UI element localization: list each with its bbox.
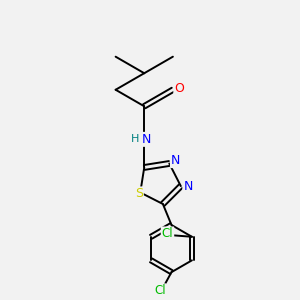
Text: S: S <box>135 188 143 200</box>
Text: N: N <box>142 133 151 146</box>
Text: Cl: Cl <box>154 284 166 297</box>
Text: H: H <box>131 134 139 144</box>
Text: O: O <box>174 82 184 95</box>
Text: N: N <box>171 154 180 167</box>
Text: N: N <box>183 180 193 193</box>
Text: Cl: Cl <box>162 227 173 240</box>
